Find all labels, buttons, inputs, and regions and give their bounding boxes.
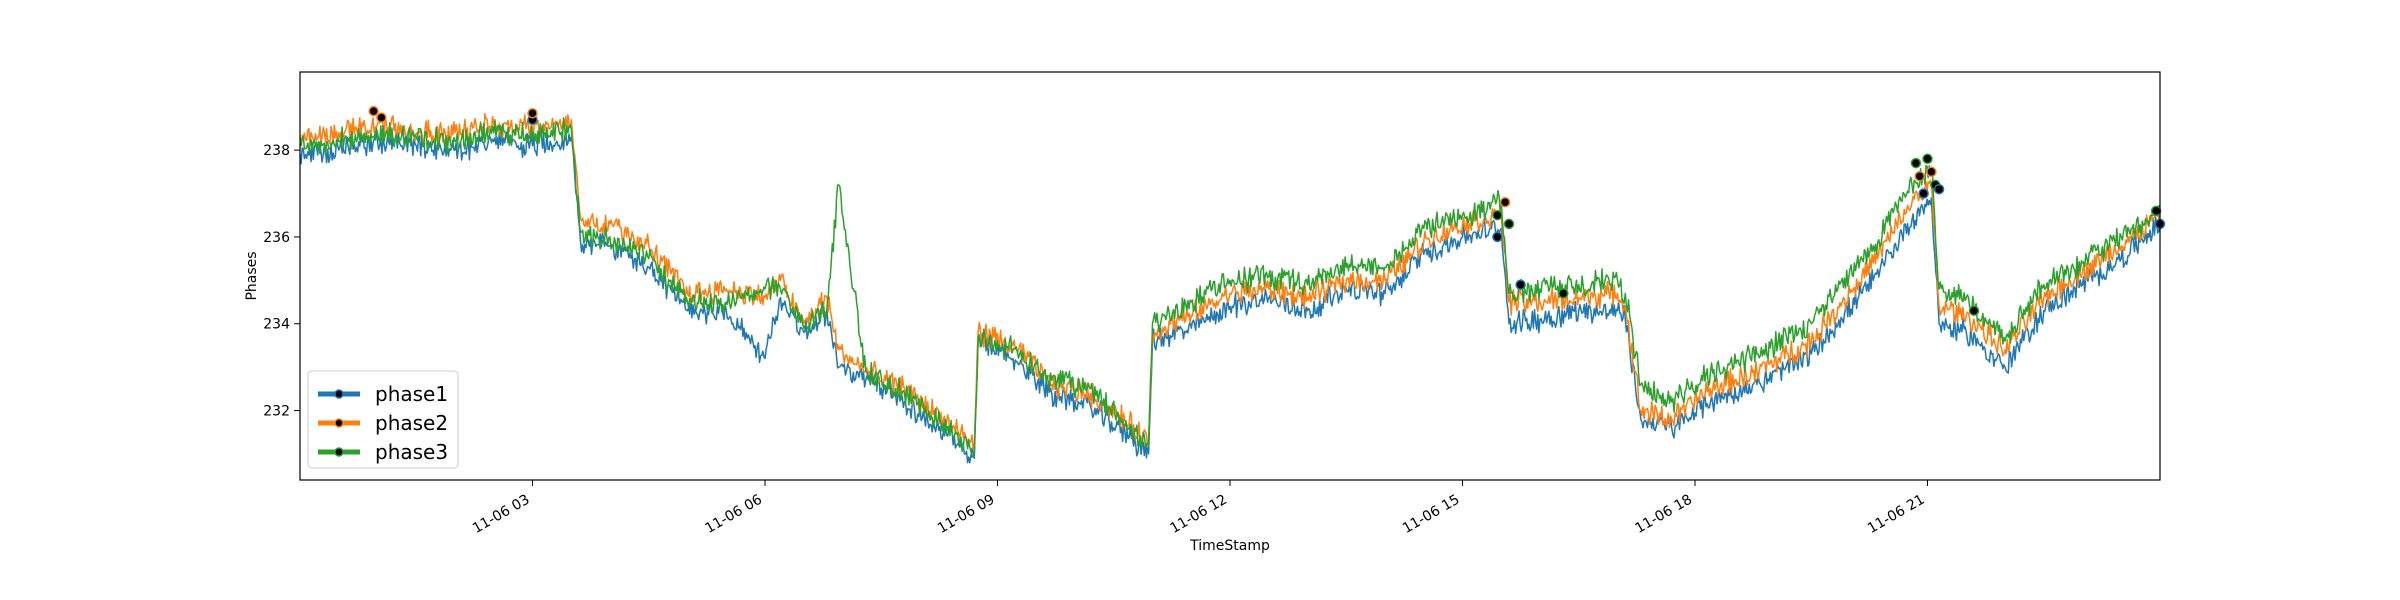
marker-phase3-5	[1492, 209, 1503, 221]
marker-phase1-12	[1918, 188, 1929, 199]
marker-phase3-17	[1968, 305, 1980, 316]
legend-label-phase2: phase2	[375, 411, 448, 435]
y-axis-title: Phases	[244, 251, 260, 300]
y-tick-label: 238	[263, 143, 290, 159]
plot-area	[299, 71, 2166, 481]
marker-phase3-13	[1922, 153, 1933, 165]
y-tick-label: 236	[263, 230, 290, 246]
marker-phase2-1	[376, 112, 387, 123]
marker-phase1-4	[1492, 231, 1503, 243]
legend-marker-phase1	[334, 389, 344, 399]
marker-phase3-7	[1503, 218, 1515, 230]
marker-phase1-8	[1515, 279, 1526, 290]
series-line-phase2	[299, 112, 2161, 450]
series-line-phase3	[299, 117, 2161, 459]
marker-phase2-0	[368, 105, 379, 117]
x-axis-title: TimeStamp	[1189, 538, 1270, 554]
legend-marker-phase3	[334, 447, 344, 457]
marker-phase2-6	[1499, 196, 1511, 208]
y-axis: 232 234 236 238	[263, 143, 300, 420]
marker-phase2-11	[1914, 170, 1925, 182]
marker-layer	[368, 105, 2166, 316]
marker-phase1-16	[1933, 183, 1945, 195]
marker-phase2-14	[1926, 166, 1937, 178]
y-tick-label: 234	[263, 317, 290, 333]
legend-marker-phase2	[334, 418, 344, 428]
marker-phase2-3	[527, 107, 538, 119]
legend-label-phase1: phase1	[375, 382, 448, 406]
series-layer	[299, 112, 2161, 464]
marker-phase3-9	[1558, 288, 1569, 299]
marker-phase3-10	[1910, 157, 1922, 169]
axes-background	[300, 72, 2160, 480]
marker-phase3-18	[2150, 205, 2162, 217]
legend-label-phase3: phase3	[375, 440, 448, 464]
y-tick-label: 232	[263, 404, 290, 420]
legend: phase1 phase2 phase3	[307, 370, 459, 469]
